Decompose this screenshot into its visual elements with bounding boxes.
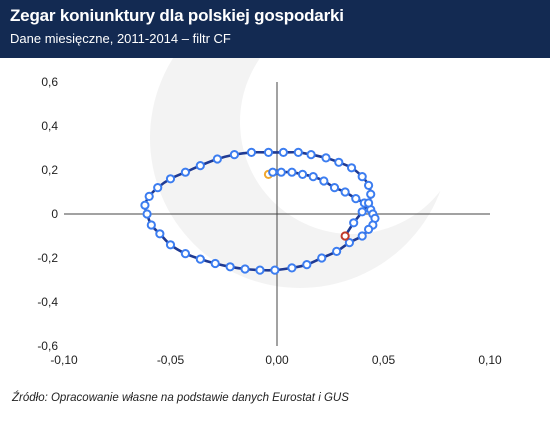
data-point: [146, 220, 156, 230]
header-banner: Zegar koniunktury dla polskiej gospodark…: [0, 0, 550, 58]
data-point: [165, 240, 176, 250]
data-point: [287, 167, 297, 177]
x-tick-label: 0,10: [478, 353, 502, 367]
data-point: [276, 167, 286, 177]
data-point: [180, 249, 191, 259]
data-point: [155, 229, 165, 239]
data-point: [302, 260, 312, 270]
data-point: [278, 147, 288, 158]
data-point: [287, 263, 297, 273]
data-point: [142, 209, 152, 219]
x-tick-label: 0,00: [265, 353, 289, 367]
data-point: [240, 264, 250, 274]
axes: [64, 82, 490, 346]
data-point: [363, 224, 374, 234]
y-tick-label: 0: [51, 207, 58, 221]
data-point: [153, 183, 163, 193]
data-point: [195, 161, 205, 171]
data-point: [332, 246, 342, 256]
data-point: [297, 169, 308, 180]
data-point: [329, 183, 340, 193]
chart-subtitle: Dane miesięczne, 2011-2014 – filtr CF: [10, 31, 231, 46]
data-point-end: [340, 231, 350, 241]
data-point: [255, 265, 265, 275]
y-tick-label: 0,2: [41, 163, 58, 177]
data-point: [212, 154, 222, 164]
data-point: [351, 194, 361, 204]
y-tick-label: -0,2: [37, 251, 58, 265]
y-tick-label: 0,4: [41, 119, 58, 133]
y-tick-label: -0,4: [37, 295, 58, 309]
data-point: [334, 157, 344, 167]
data-point: [357, 231, 367, 241]
data-point: [140, 200, 150, 210]
data-point: [308, 172, 318, 182]
x-tick-label: -0,05: [157, 353, 185, 367]
series-markers: [140, 147, 380, 275]
data-point: [366, 189, 376, 199]
data-point: [263, 147, 274, 158]
chart-title: Zegar koniunktury dla polskiej gospodark…: [10, 6, 344, 25]
source-note: Źródło: Opracowanie własne na podstawie …: [12, 392, 349, 404]
data-point: [268, 167, 278, 177]
data-point: [229, 150, 239, 160]
tick-labels: -0,10 -0,05 0,00 0,05 0,10 0,6 0,4 0,2 0 -0,2 -0,4…: [37, 75, 502, 367]
data-point: [317, 253, 327, 263]
y-tick-label: 0,6: [41, 75, 58, 89]
data-point: [344, 238, 355, 248]
data-point: [340, 187, 350, 197]
data-point: [363, 180, 374, 191]
data-point: [225, 262, 235, 272]
data-point: [357, 207, 367, 217]
data-point: [349, 218, 359, 228]
data-point: [321, 153, 331, 163]
data-point: [363, 198, 374, 208]
data-point: [180, 167, 191, 177]
x-tick-label: 0,05: [372, 353, 396, 367]
data-point: [144, 191, 154, 201]
data-point: [293, 147, 303, 158]
data-point: [306, 150, 316, 160]
data-point: [319, 176, 329, 186]
watermark-logo: [150, 58, 464, 288]
data-point: [270, 265, 280, 275]
data-point: [346, 163, 357, 173]
x-tick-label: -0,10: [50, 353, 78, 367]
y-tick-label: -0,6: [37, 339, 58, 353]
data-point: [195, 254, 205, 264]
data-point: [246, 147, 257, 158]
business-cycle-clock-chart: -0,10 -0,05 0,00 0,05 0,10 0,6 0,4 0,2 0 -0,2 -0,4…: [37, 58, 502, 367]
data-point: [357, 172, 367, 182]
data-point: [165, 174, 176, 184]
data-point: [210, 258, 220, 269]
